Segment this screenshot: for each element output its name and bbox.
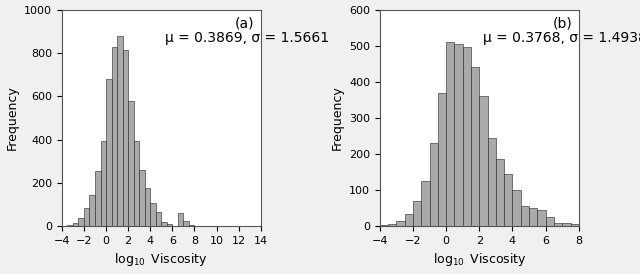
Bar — [79, 218, 84, 226]
Bar — [496, 159, 504, 226]
Bar — [562, 222, 570, 226]
Bar — [84, 208, 90, 226]
Bar — [521, 206, 529, 226]
Text: (b): (b) — [553, 16, 573, 30]
Bar — [111, 47, 117, 226]
Bar — [463, 47, 471, 226]
Text: μ = 0.3869, σ = 1.5661: μ = 0.3869, σ = 1.5661 — [165, 31, 330, 45]
Bar — [438, 93, 446, 226]
Y-axis label: Frequency: Frequency — [330, 85, 344, 150]
Bar — [513, 190, 521, 226]
Bar — [446, 42, 454, 226]
Bar — [150, 203, 156, 226]
Bar — [413, 201, 421, 226]
Bar — [454, 44, 463, 226]
Bar — [546, 217, 554, 226]
Bar — [479, 96, 488, 226]
Bar — [117, 36, 123, 226]
Text: μ = 0.3768, σ = 1.4938: μ = 0.3768, σ = 1.4938 — [483, 31, 640, 45]
X-axis label: $\log_{10}$ Viscosity: $\log_{10}$ Viscosity — [433, 252, 526, 269]
Bar — [90, 195, 95, 226]
Bar — [100, 141, 106, 226]
Bar — [184, 221, 189, 226]
Bar — [504, 174, 513, 226]
Text: (a): (a) — [236, 16, 255, 30]
Bar — [134, 141, 139, 226]
Bar — [189, 225, 195, 226]
Bar — [161, 222, 167, 226]
Bar — [67, 225, 73, 226]
Bar — [429, 143, 438, 226]
Bar — [156, 212, 161, 226]
Bar — [538, 210, 546, 226]
Bar — [554, 222, 562, 226]
Bar — [404, 213, 413, 226]
X-axis label: $\log_{10}$ Viscosity: $\log_{10}$ Viscosity — [115, 252, 208, 269]
Bar — [128, 101, 134, 226]
Bar — [73, 223, 79, 226]
Bar — [570, 224, 579, 226]
Bar — [529, 208, 538, 226]
Bar — [139, 170, 145, 226]
Bar — [471, 67, 479, 226]
Bar — [421, 181, 429, 226]
Bar — [488, 138, 496, 226]
Bar — [178, 213, 184, 226]
Bar — [95, 171, 100, 226]
Bar — [397, 221, 404, 226]
Bar — [388, 224, 397, 226]
Bar — [145, 188, 150, 226]
Bar — [123, 50, 128, 226]
Bar — [167, 224, 172, 226]
Bar — [106, 79, 111, 226]
Y-axis label: Frequency: Frequency — [6, 85, 19, 150]
